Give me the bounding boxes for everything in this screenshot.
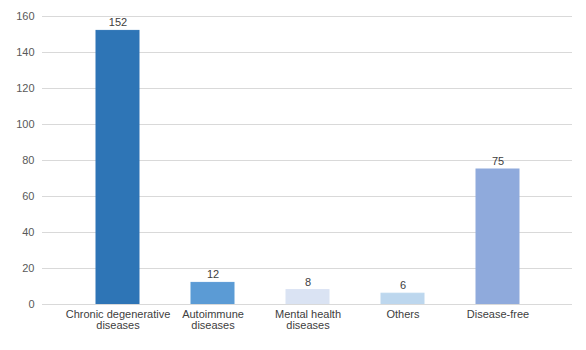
svg-text:100: 100: [16, 118, 34, 130]
svg-text:12: 12: [207, 268, 219, 280]
svg-text:120: 120: [16, 82, 34, 94]
svg-text:0: 0: [28, 298, 34, 310]
svg-text:152: 152: [109, 16, 127, 28]
svg-text:8: 8: [305, 276, 311, 288]
svg-text:Chronic degenerativediseases: Chronic degenerativediseases: [66, 308, 171, 331]
svg-text:20: 20: [22, 262, 34, 274]
svg-text:Others: Others: [386, 308, 420, 320]
svg-text:75: 75: [492, 155, 504, 167]
svg-text:Disease-free: Disease-free: [467, 308, 529, 320]
svg-text:6: 6: [400, 279, 406, 291]
svg-text:Mental healthdiseases: Mental healthdiseases: [275, 308, 341, 331]
svg-text:80: 80: [22, 154, 34, 166]
svg-text:140: 140: [16, 46, 34, 58]
svg-text:40: 40: [22, 226, 34, 238]
svg-text:160: 160: [16, 10, 34, 22]
svg-text:60: 60: [22, 190, 34, 202]
svg-text:Autoimmunediseases: Autoimmunediseases: [182, 308, 244, 331]
